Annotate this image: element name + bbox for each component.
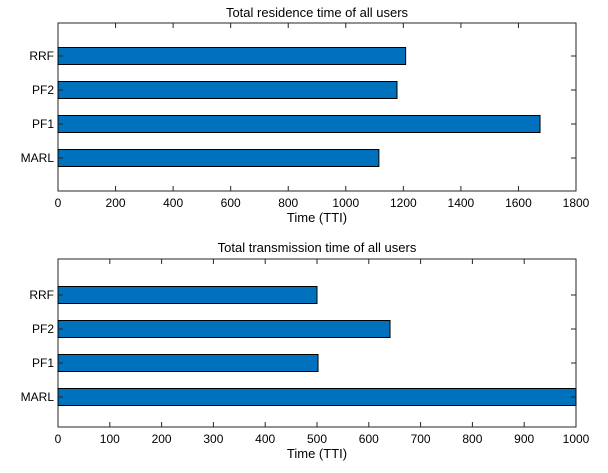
x-tick-label: 800 — [462, 432, 482, 446]
x-tick-label: 400 — [255, 432, 275, 446]
x-tick-label: 300 — [203, 432, 223, 446]
category-label-pf1: PF1 — [32, 356, 54, 370]
x-tick-label: 1800 — [563, 196, 590, 210]
category-label-rrf: RRF — [29, 288, 54, 302]
bar-pf1 — [57, 354, 319, 372]
bar-rrf — [57, 47, 407, 65]
x-tick-label: 1400 — [448, 196, 475, 210]
x-tick-label: 600 — [221, 196, 241, 210]
category-label-pf1: PF1 — [32, 117, 54, 131]
category-label-pf2: PF2 — [32, 83, 54, 97]
transmission-time-chart: Total transmission time of all users MARL… — [21, 240, 590, 461]
x-tick-label: 200 — [106, 196, 126, 210]
chart-title: Total residence time of all users — [226, 5, 409, 20]
bar-pf2 — [57, 320, 391, 338]
x-tick-label: 500 — [307, 432, 327, 446]
x-tick-label: 0 — [55, 196, 62, 210]
x-axis-label: Time (TTI) — [287, 446, 347, 461]
x-axis-label: Time (TTI) — [287, 210, 347, 225]
x-tick-label: 700 — [411, 432, 431, 446]
category-label-rrf: RRF — [29, 49, 54, 63]
x-tick-label: 800 — [278, 196, 298, 210]
bar-marl — [57, 149, 380, 167]
x-tick-label: 200 — [152, 432, 172, 446]
bar-marl — [57, 388, 577, 406]
bar-pf2 — [57, 81, 398, 99]
x-tick-label: 600 — [359, 432, 379, 446]
residence-time-chart: Total residence time of all users MARL PF1… — [21, 5, 590, 225]
x-tick-label: 900 — [514, 432, 534, 446]
x-tick-label: 400 — [163, 196, 183, 210]
x-tick-label: 1000 — [332, 196, 359, 210]
category-label-pf2: PF2 — [32, 322, 54, 336]
bar-rrf — [57, 286, 318, 304]
category-label-marl: MARL — [21, 390, 55, 404]
chart-title: Total transmission time of all users — [218, 240, 417, 255]
x-tick-label: 1600 — [505, 196, 532, 210]
bar-pf1 — [57, 115, 541, 133]
x-tick-label: 0 — [55, 432, 62, 446]
category-label-marl: MARL — [21, 151, 55, 165]
x-tick-label: 1200 — [390, 196, 417, 210]
x-tick-label: 1000 — [563, 432, 590, 446]
x-tick-label: 100 — [100, 432, 120, 446]
